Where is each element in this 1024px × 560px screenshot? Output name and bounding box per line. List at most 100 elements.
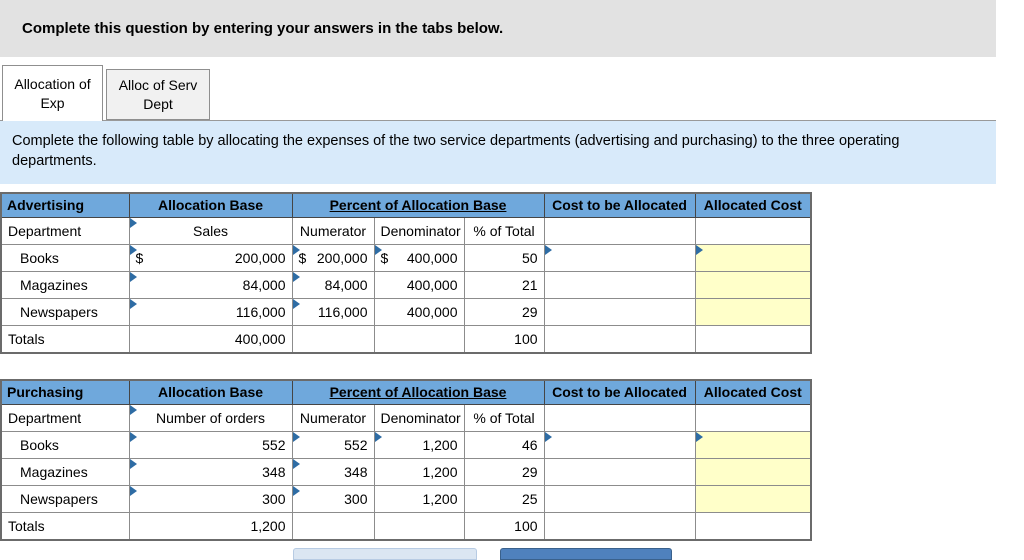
denominator-cell: 1,200 <box>373 485 465 514</box>
table-row: Books 552 552 1,200 46 <box>0 431 812 460</box>
prev-tab-button[interactable] <box>293 548 477 560</box>
allocated-cost-cell[interactable] <box>694 244 812 273</box>
tab-label: Allocation of Exp <box>14 75 91 111</box>
allocated-cost-cell[interactable] <box>694 298 812 327</box>
percent-of-total-cell: 25 <box>463 485 545 514</box>
instruction-text: Complete the following table by allocati… <box>0 121 996 184</box>
allocation-base-cell[interactable]: 84,000 <box>128 271 293 300</box>
tab-content-panel: Complete the following table by allocati… <box>0 120 996 541</box>
allocated-cost-cell[interactable] <box>694 485 812 514</box>
allocation-base-select[interactable]: Sales <box>128 217 293 246</box>
table-row: Totals 1,200 100 <box>0 512 812 541</box>
allocated-cost-header: Allocated Cost <box>694 192 812 219</box>
allocation-base-cell[interactable]: 300 <box>128 485 293 514</box>
cost-to-be-allocated-cell <box>543 298 696 327</box>
cost-to-be-allocated-cell[interactable] <box>543 244 696 273</box>
numerator-label: Numerator <box>291 404 375 433</box>
table-spacer <box>0 354 996 379</box>
cost-to-be-allocated-header: Cost to be Allocated <box>543 379 696 406</box>
numerator-cell[interactable]: 552 <box>291 431 375 460</box>
next-tab-button[interactable] <box>500 548 672 560</box>
denominator-label: Denominator <box>373 217 465 246</box>
allocated-cost-cell[interactable] <box>694 458 812 487</box>
tab-allocation-of-exp[interactable]: Allocation of Exp <box>2 65 103 121</box>
numerator-cell[interactable]: 84,000 <box>291 271 375 300</box>
currency-symbol: $ <box>380 250 389 267</box>
allocation-tables: Advertising Allocation Base Percent of A… <box>0 191 996 541</box>
subheader-row: Department Sales Numerator Denominator %… <box>0 217 812 246</box>
cost-subheader-cell <box>543 217 696 246</box>
allocation-base-header: Allocation Base <box>128 379 293 406</box>
row-label: Books <box>0 431 130 460</box>
percent-of-allocation-base-header: Percent of Allocation Base <box>291 379 545 406</box>
cost-to-be-allocated-header: Cost to be Allocated <box>543 192 696 219</box>
numerator-cell[interactable]: 348 <box>291 458 375 487</box>
percent-of-allocation-base-header: Percent of Allocation Base <box>291 192 545 219</box>
numerator-label: Numerator <box>291 217 375 246</box>
percent-of-total-cell: 100 <box>463 325 545 354</box>
denominator-cell[interactable]: $400,000 <box>373 244 465 273</box>
cost-to-be-allocated-cell <box>543 512 696 541</box>
allocation-base-cell[interactable]: 116,000 <box>128 298 293 327</box>
allocation-base-header: Allocation Base <box>128 192 293 219</box>
currency-symbol: $ <box>298 250 307 267</box>
allocation-base-cell: 400,000 <box>128 325 293 354</box>
currency-symbol: $ <box>135 250 144 267</box>
cell-value: 200,000 <box>316 250 368 267</box>
allocation-base-select[interactable]: Number of orders <box>128 404 293 433</box>
allocated-cost-cell[interactable] <box>694 271 812 300</box>
numerator-cell[interactable]: 300 <box>291 485 375 514</box>
subheader-row: Department Number of orders Numerator De… <box>0 404 812 433</box>
numerator-cell[interactable]: $200,000 <box>291 244 375 273</box>
table-row: Newspapers 116,000 116,000 400,000 29 <box>0 298 812 327</box>
denominator-cell: 1,200 <box>373 458 465 487</box>
allocated-cost-cell <box>694 325 812 354</box>
allocated-cost-header: Allocated Cost <box>694 379 812 406</box>
percent-of-total-label: % of Total <box>463 404 545 433</box>
banner: Complete this question by entering your … <box>0 0 996 57</box>
row-label: Books <box>0 244 130 273</box>
row-label: Newspapers <box>0 298 130 327</box>
tab-label: Alloc of Serv Dept <box>118 76 198 112</box>
numerator-cell[interactable]: 116,000 <box>291 298 375 327</box>
allocation-base-cell[interactable]: 552 <box>128 431 293 460</box>
cost-to-be-allocated-cell <box>543 271 696 300</box>
allocation-base-cell[interactable]: $200,000 <box>128 244 293 273</box>
percent-of-total-cell: 29 <box>463 458 545 487</box>
cell-value: 200,000 <box>234 250 286 267</box>
allocation-base-cell: 1,200 <box>128 512 293 541</box>
table-title: Purchasing <box>0 379 130 406</box>
table-row: Newspapers 300 300 1,200 25 <box>0 485 812 514</box>
row-label: Magazines <box>0 458 130 487</box>
tab-bar: Allocation of Exp Alloc of Serv Dept <box>0 57 1024 121</box>
percent-of-total-label: % of Total <box>463 217 545 246</box>
table-title: Advertising <box>0 192 130 219</box>
denominator-cell <box>373 512 465 541</box>
allocated-subheader-cell <box>694 404 812 433</box>
header-row: Purchasing Allocation Base Percent of Al… <box>0 379 812 406</box>
cost-to-be-allocated-cell <box>543 458 696 487</box>
tab-alloc-of-serv-dept[interactable]: Alloc of Serv Dept <box>106 69 210 120</box>
percent-of-total-cell: 29 <box>463 298 545 327</box>
cell-value: 400,000 <box>406 250 458 267</box>
department-label: Department <box>0 404 130 433</box>
percent-of-total-cell: 21 <box>463 271 545 300</box>
denominator-cell <box>373 325 465 354</box>
denominator-cell: 400,000 <box>373 298 465 327</box>
cost-to-be-allocated-cell[interactable] <box>543 431 696 460</box>
department-label: Department <box>0 217 130 246</box>
denominator-cell[interactable]: 1,200 <box>373 431 465 460</box>
numerator-cell <box>291 512 375 541</box>
allocated-cost-cell <box>694 512 812 541</box>
allocated-cost-cell[interactable] <box>694 431 812 460</box>
numerator-cell <box>291 325 375 354</box>
denominator-label: Denominator <box>373 404 465 433</box>
row-label: Newspapers <box>0 485 130 514</box>
purchasing-table: Purchasing Allocation Base Percent of Al… <box>0 378 813 541</box>
header-row: Advertising Allocation Base Percent of A… <box>0 192 812 219</box>
cost-subheader-cell <box>543 404 696 433</box>
advertising-table: Advertising Allocation Base Percent of A… <box>0 191 813 354</box>
table-row: Books $200,000 $200,000 $400,000 50 <box>0 244 812 273</box>
row-label: Totals <box>0 512 130 541</box>
allocation-base-cell[interactable]: 348 <box>128 458 293 487</box>
